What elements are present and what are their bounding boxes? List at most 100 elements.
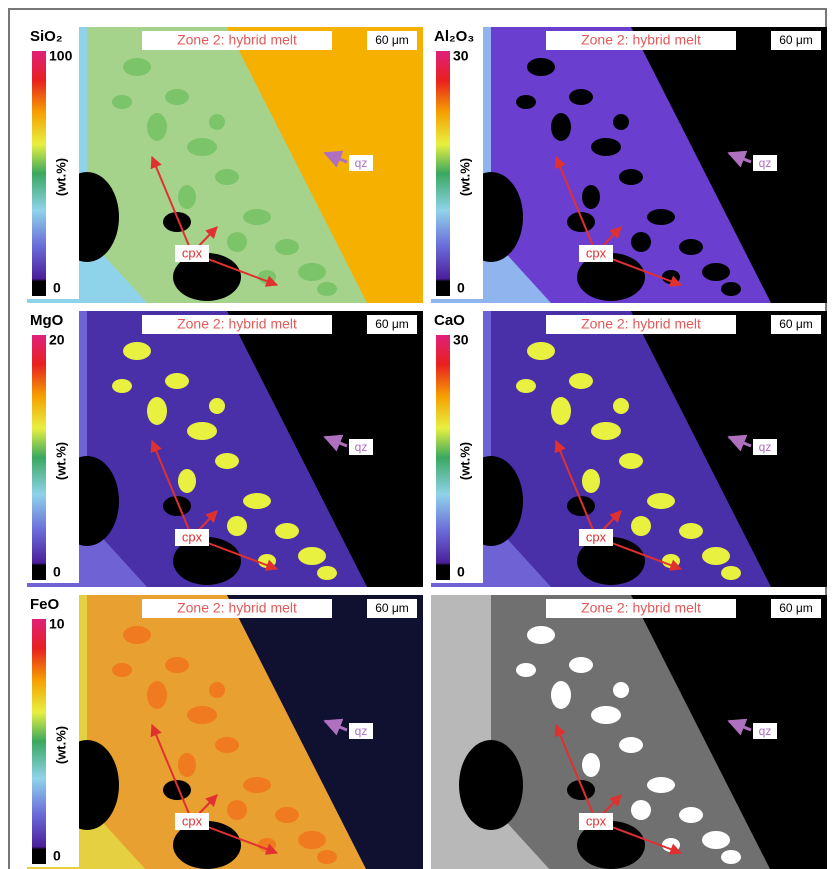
crystal xyxy=(613,114,629,130)
color-bar xyxy=(32,51,46,296)
panel-title: Zone 2: hybrid melt xyxy=(581,600,701,616)
crystal xyxy=(275,523,299,539)
void xyxy=(459,740,523,830)
crystal xyxy=(551,113,571,141)
unit-label: (wt.%) xyxy=(53,442,68,480)
color-bar xyxy=(32,619,46,864)
unit-label: (wt.%) xyxy=(457,158,472,196)
crystal xyxy=(702,831,730,849)
scale-bar: 60 μm xyxy=(375,33,409,47)
crystal xyxy=(647,777,675,793)
crystal xyxy=(317,282,337,296)
crystal xyxy=(147,113,167,141)
element-label: CaO xyxy=(434,312,465,329)
crystal xyxy=(721,850,741,864)
crystal xyxy=(702,547,730,565)
scale-bar: 60 μm xyxy=(375,317,409,331)
crystal xyxy=(516,95,536,109)
cpx-label: cpx xyxy=(182,245,203,260)
scale-min: 0 xyxy=(53,280,61,296)
scale-max: 30 xyxy=(453,332,469,348)
crystal xyxy=(178,185,196,209)
scale-max: 20 xyxy=(49,332,65,348)
cpx-label: cpx xyxy=(586,813,607,828)
crystal xyxy=(227,232,247,252)
scale-bar: 60 μm xyxy=(779,601,813,615)
crystal xyxy=(209,398,225,414)
crystal xyxy=(275,239,299,255)
crystal xyxy=(516,379,536,393)
crystal xyxy=(215,737,239,753)
crystal xyxy=(527,626,555,644)
crystal xyxy=(112,663,132,677)
crystal xyxy=(631,232,651,252)
unit-label: (wt.%) xyxy=(457,442,472,480)
scale-min: 0 xyxy=(53,564,61,580)
crystal xyxy=(527,58,555,76)
scale-min: 0 xyxy=(457,280,465,296)
panel: Zone 2: hybrid melt60 μmFeO100(wt.%)qzcp… xyxy=(27,595,423,869)
crystal xyxy=(591,138,621,156)
scale-max: 10 xyxy=(49,616,65,632)
panel-title: Zone 2: hybrid melt xyxy=(177,600,297,616)
crystal xyxy=(569,657,593,673)
crystal xyxy=(178,753,196,777)
crystal xyxy=(298,263,326,281)
qz-label: qz xyxy=(759,156,772,170)
qz-label: qz xyxy=(355,724,368,738)
color-bar xyxy=(32,335,46,580)
crystal xyxy=(243,777,271,793)
scale-min: 0 xyxy=(53,848,61,864)
scale-max: 100 xyxy=(49,48,73,64)
crystal xyxy=(679,239,703,255)
crystal xyxy=(165,373,189,389)
crystal xyxy=(227,800,247,820)
crystal xyxy=(209,114,225,130)
figure: Zone 2: hybrid melt60 μmSiO₂1000(wt.%)qz… xyxy=(0,0,837,869)
crystal xyxy=(631,800,651,820)
scale-bar: 60 μm xyxy=(779,33,813,47)
crystal xyxy=(527,342,555,360)
crystal xyxy=(112,379,132,393)
cpx-label: cpx xyxy=(586,245,607,260)
scale-min: 0 xyxy=(457,564,465,580)
crystal xyxy=(613,398,629,414)
crystal xyxy=(721,282,741,296)
color-bar xyxy=(436,51,450,296)
crystal xyxy=(165,657,189,673)
element-label: Al₂O₃ xyxy=(434,28,474,45)
crystal xyxy=(619,169,643,185)
crystal xyxy=(112,95,132,109)
crystal xyxy=(243,493,271,509)
qz-label: qz xyxy=(355,156,368,170)
crystal xyxy=(619,453,643,469)
crystal xyxy=(209,682,225,698)
crystal xyxy=(582,185,600,209)
crystal xyxy=(613,682,629,698)
unit-label: (wt.%) xyxy=(53,158,68,196)
crystal xyxy=(721,566,741,580)
scale-bar: 60 μm xyxy=(779,317,813,331)
panel-title: Zone 2: hybrid melt xyxy=(177,316,297,332)
crystal xyxy=(243,209,271,225)
cpx-label: cpx xyxy=(182,813,203,828)
panel: Zone 2: hybrid melt60 μmCaO300(wt.%)qzcp… xyxy=(431,311,827,587)
crystal xyxy=(298,547,326,565)
qz-label: qz xyxy=(355,440,368,454)
crystal xyxy=(591,422,621,440)
crystal xyxy=(551,681,571,709)
crystal xyxy=(298,831,326,849)
crystal xyxy=(551,397,571,425)
crystal xyxy=(631,516,651,536)
crystal xyxy=(123,342,151,360)
qz-label: qz xyxy=(759,440,772,454)
crystal xyxy=(702,263,730,281)
crystal xyxy=(569,373,593,389)
panels: Zone 2: hybrid melt60 μmSiO₂1000(wt.%)qz… xyxy=(0,0,837,869)
crystal xyxy=(123,58,151,76)
crystal xyxy=(187,138,217,156)
crystal xyxy=(147,397,167,425)
cpx-label: cpx xyxy=(182,529,203,544)
crystal xyxy=(215,453,239,469)
crystal xyxy=(647,493,675,509)
